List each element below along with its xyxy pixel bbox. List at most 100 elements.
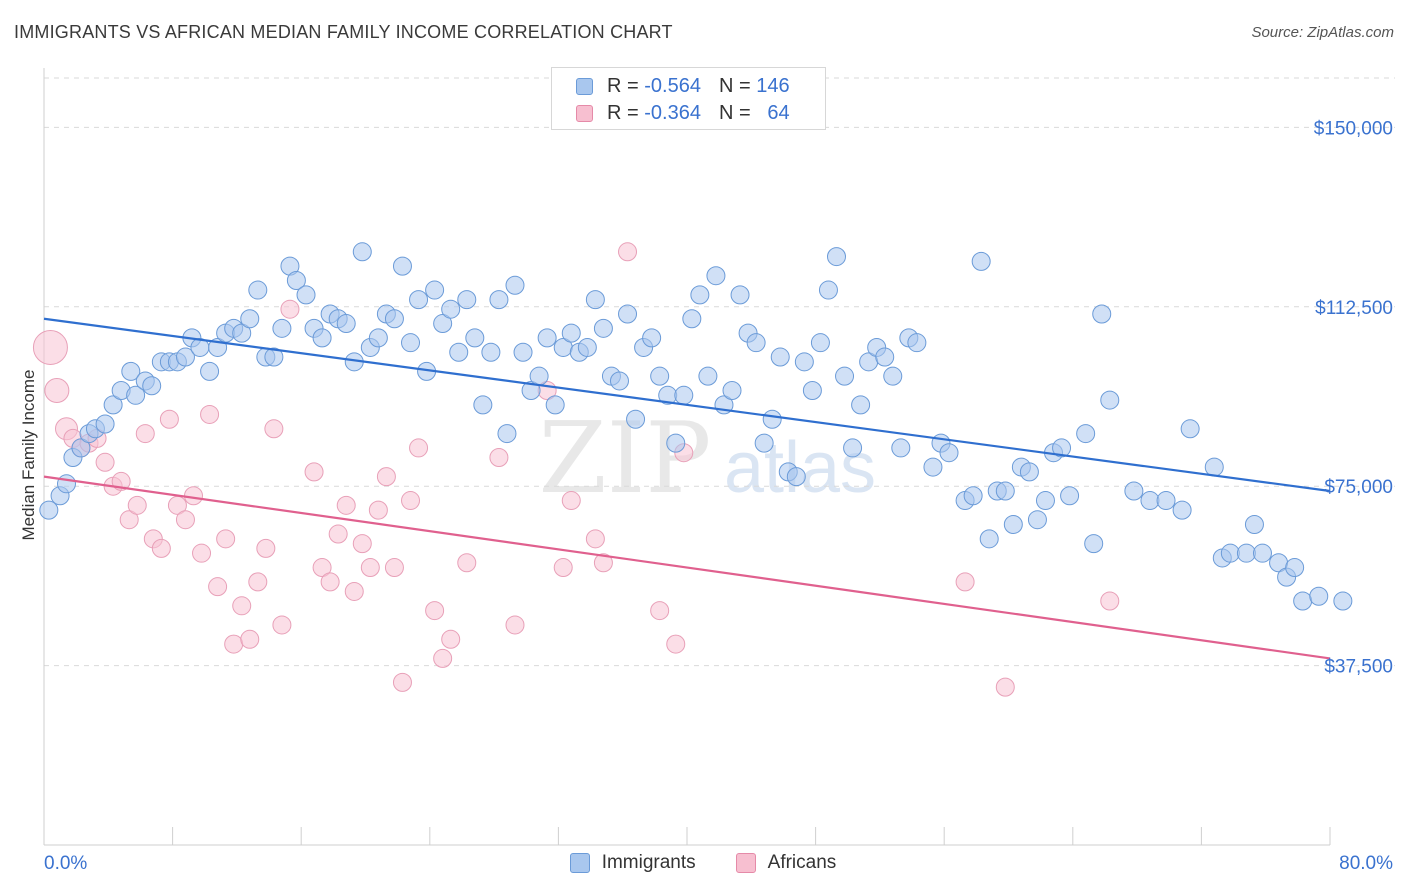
data-point-immigrants [690,285,710,305]
gridlines [44,77,1395,667]
data-point-immigrants [786,467,806,487]
data-point-immigrants [722,381,742,401]
data-point-immigrants [545,395,565,415]
data-point-immigrants [754,433,774,453]
data-point-immigrants [95,414,115,434]
data-point-immigrants [352,242,372,262]
data-point-immigrants [851,395,871,415]
data-point-immigrants [818,280,838,300]
data-point-immigrants [971,251,991,271]
data-point-africans [240,629,260,649]
data-point-immigrants [465,328,485,348]
data-point-immigrants [585,290,605,310]
data-point-africans [264,419,284,439]
legend-label: Africans [767,852,837,873]
data-point-immigrants [401,333,421,353]
data-point-immigrants [642,328,662,348]
data-point-immigrants [810,333,830,353]
data-point-immigrants [248,280,268,300]
data-point-africans [593,553,613,573]
data-point-immigrants [142,376,162,396]
data-point-africans [32,329,68,365]
data-point-immigrants [336,314,356,334]
data-point-immigrants [200,361,220,381]
y-axis-label: Median Family Income [19,369,38,540]
data-point-africans [320,572,340,592]
data-point-immigrants [126,385,146,405]
data-point-africans [955,572,975,592]
data-point-africans [44,378,70,404]
data-point-immigrants [1060,486,1080,506]
data-point-immigrants [521,381,541,401]
data-point-immigrants [730,285,750,305]
data-point-africans [224,634,244,654]
data-point-immigrants [682,309,702,329]
r-value: -0.564 [644,74,701,97]
data-point-africans [175,510,195,530]
data-point-immigrants [489,290,509,310]
data-point-immigrants [1180,419,1200,439]
data-point-africans [425,601,445,621]
n-value: 64 [767,101,790,124]
data-point-immigrants [175,347,195,367]
data-point-immigrants [1156,491,1176,511]
data-point-africans [433,648,453,668]
africans-swatch-icon [576,104,593,122]
data-point-immigrants [706,266,726,286]
r-value: -0.364 [644,101,701,124]
data-point-immigrants [39,500,59,520]
data-point-immigrants [1035,491,1055,511]
data-point-immigrants [473,395,493,415]
data-point-africans [384,558,404,578]
trend-line-immigrants [43,317,1331,493]
data-point-africans [312,558,332,578]
data-point-immigrants [264,347,284,367]
data-point-africans [441,629,461,649]
data-point-immigrants [103,395,123,415]
data-point-immigrants [577,337,597,357]
data-point-immigrants [1100,390,1120,410]
data-point-immigrants [561,323,581,343]
data-point-immigrants [1172,500,1192,520]
data-point-immigrants [384,309,404,329]
immigrants-swatch-icon [576,77,593,95]
data-point-immigrants [1236,543,1256,563]
r-label: R = [607,101,639,124]
data-point-immigrants [1140,491,1160,511]
data-point-immigrants [939,443,959,463]
data-point-immigrants [497,424,517,444]
data-point-africans [618,242,638,262]
data-point-immigrants [1309,586,1329,606]
data-point-africans [248,572,268,592]
data-point-africans [553,558,573,578]
data-point-immigrants [513,342,533,362]
data-point-africans [409,438,429,458]
data-point-africans [392,672,412,692]
legend-item-africans[interactable]: Africans [735,852,837,874]
data-point-immigrants [875,347,895,367]
data-point-immigrants [232,323,252,343]
data-point-immigrants [425,280,445,300]
data-point-immigrants [907,333,927,353]
data-point-africans [119,510,139,530]
data-point-immigrants [826,247,846,267]
data-point-immigrants [409,290,429,310]
data-point-africans [256,538,276,558]
data-point-immigrants [1333,591,1353,611]
n-value: 146 [756,74,790,97]
data-point-immigrants [891,438,911,458]
chart-title: IMMIGRANTS VS AFRICAN MEDIAN FAMILY INCO… [14,22,673,42]
data-point-immigrants [1220,543,1240,563]
data-point-africans [151,538,171,558]
legend-item-immigrants[interactable]: Immigrants [569,852,696,874]
data-point-immigrants [272,318,292,338]
data-point-immigrants [57,474,77,494]
data-point-africans [585,529,605,549]
data-point-africans [200,404,220,424]
data-point-immigrants [923,457,943,477]
data-point-africans [272,615,292,635]
data-point-africans [352,534,372,554]
data-point-immigrants [593,318,613,338]
data-point-immigrants [457,290,477,310]
data-point-africans [368,500,388,520]
